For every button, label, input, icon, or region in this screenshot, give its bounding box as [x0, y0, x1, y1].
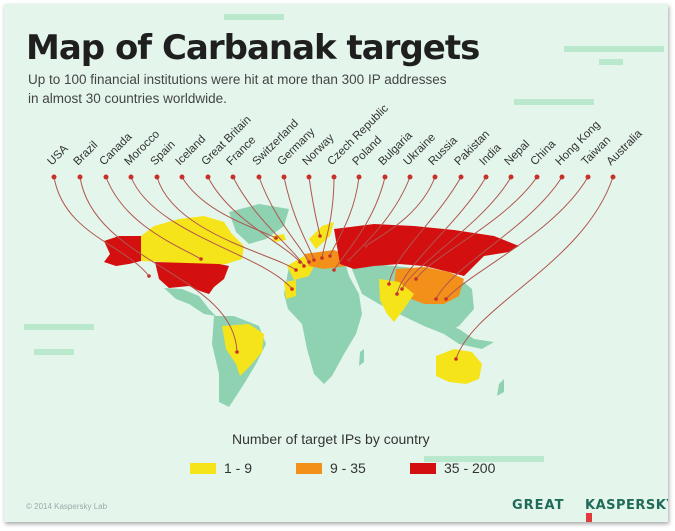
copyright: © 2014 Kaspersky Lab: [26, 502, 108, 511]
label-brazil: Brazil: [71, 139, 101, 168]
central-america-shape: [164, 288, 216, 316]
connector-lines: [53, 176, 614, 360]
legend-item-mid: 9 - 35: [296, 460, 366, 476]
label-australia: Australia: [604, 127, 645, 168]
page-title: Map of Carbanak targets: [26, 28, 480, 68]
europe-africa-shape: [284, 252, 362, 384]
subtitle-line-1: Up to 100 financial institutions were hi…: [28, 72, 447, 87]
alaska-shape: [104, 236, 141, 266]
canada-shape: [141, 216, 244, 266]
world-map: [51, 174, 616, 407]
bg-code-highlight: [424, 456, 544, 462]
legend-label: 9 - 35: [330, 460, 366, 476]
legend-swatch-orange: [296, 462, 322, 474]
bg-code-highlight: [514, 99, 594, 105]
label-usa: USA: [45, 142, 71, 168]
australia-shape: [436, 349, 482, 384]
label-china: China: [528, 138, 559, 168]
bg-code-highlight: [564, 46, 664, 52]
legend-swatch-red: [410, 462, 436, 474]
legend-item-high: 35 - 200: [410, 460, 495, 476]
india-shape: [379, 279, 414, 322]
kaspersky-mark-icon: [586, 513, 592, 522]
infographic-card: Map of Carbanak targets Up to 100 financ…: [4, 4, 668, 522]
bg-code-highlight: [224, 14, 284, 20]
bg-code-highlight: [599, 59, 623, 65]
madagascar-shape: [359, 349, 364, 366]
bg-code-highlight: [24, 324, 94, 330]
subtitle-line-2: in almost 30 countries worldwide.: [28, 91, 227, 106]
brazil-shape: [222, 324, 264, 376]
legend-title: Number of target IPs by country: [232, 431, 430, 447]
great-logo: GREAT: [512, 498, 565, 513]
country-labels: USA Brazil Canada Morocco Spain Iceland …: [4, 4, 668, 204]
kaspersky-logo: KASPERSKY: [585, 498, 668, 522]
label-nepal: Nepal: [502, 138, 533, 168]
connector-dots: [51, 174, 616, 361]
usa-shape: [155, 262, 229, 294]
morocco-shape: [284, 280, 296, 299]
legend-label: 1 - 9: [224, 460, 253, 476]
legend-item-low: 1 - 9: [190, 460, 252, 476]
new-zealand-shape: [497, 379, 504, 396]
bg-code-highlight: [34, 349, 74, 355]
kaspersky-logo-text: KASPERSKY: [585, 498, 668, 513]
legend-label: 35 - 200: [444, 460, 496, 476]
legend-swatch-yellow: [190, 462, 216, 474]
subtitle: Up to 100 financial institutions were hi…: [28, 70, 588, 108]
greenland-shape: [229, 204, 289, 244]
